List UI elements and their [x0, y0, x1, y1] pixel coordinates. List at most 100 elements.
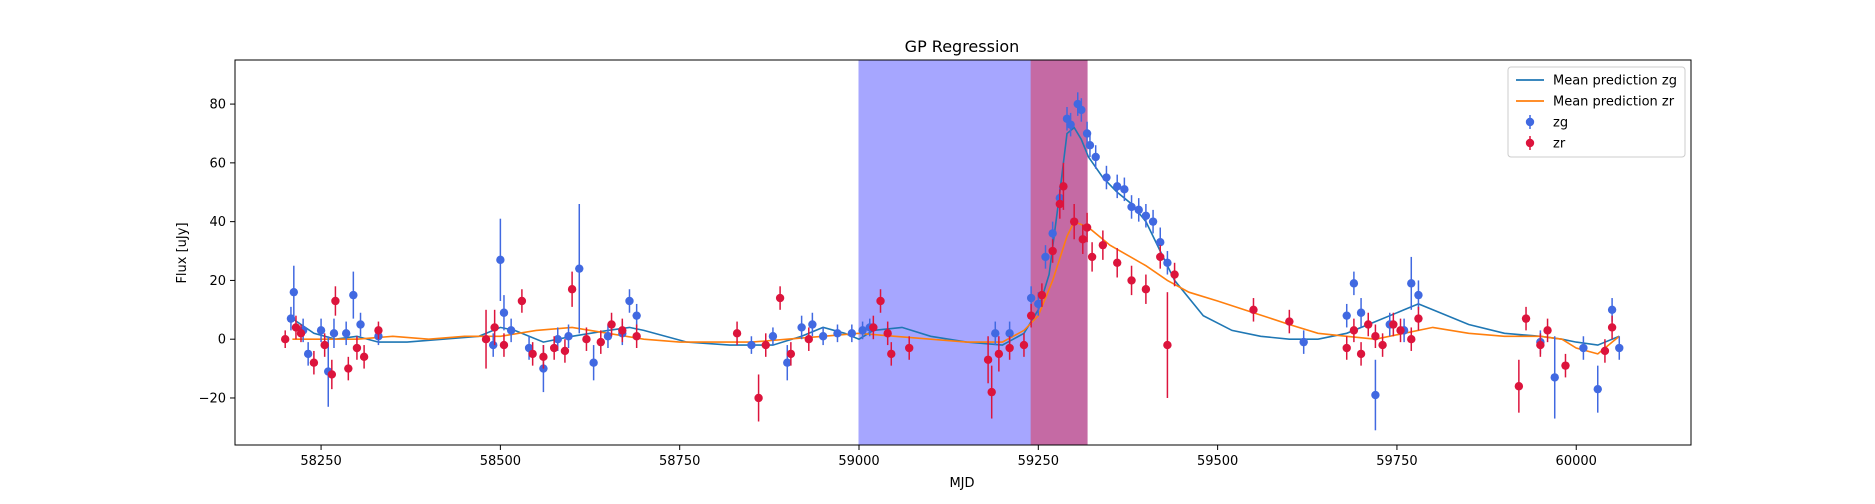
- point-zr-32: [869, 315, 878, 340]
- point-zr-2: [291, 315, 301, 340]
- point-zr-60: [1342, 336, 1351, 360]
- point-zr-17: [539, 345, 548, 369]
- point-zg-63: [1371, 359, 1380, 431]
- point-zr-61: [1349, 318, 1359, 343]
- point-zr-33: [876, 289, 885, 313]
- point-zr-44: [1048, 239, 1057, 263]
- point-zr-48: [1078, 224, 1087, 254]
- legend-entry-3: zg: [1525, 115, 1568, 131]
- point-zr-70: [1514, 359, 1524, 413]
- point-zr-56: [1163, 292, 1172, 398]
- point-zg-53: [1127, 195, 1136, 219]
- point-zg-33: [847, 324, 857, 343]
- point-zr-21: [582, 327, 591, 351]
- point-zr-54: [1141, 274, 1151, 304]
- point-zr-40: [1005, 336, 1014, 360]
- point-zg-4: [303, 342, 313, 366]
- point-zr-7: [331, 286, 340, 316]
- point-zr-37: [983, 336, 993, 384]
- point-zr-62: [1356, 342, 1366, 366]
- y-tick-label: 40: [209, 215, 226, 230]
- point-zg-49: [1091, 145, 1100, 169]
- point-zg-29: [797, 315, 806, 340]
- point-zr-68: [1407, 327, 1416, 351]
- point-zr-49: [1082, 212, 1092, 243]
- point-zr-4: [309, 350, 319, 375]
- point-zr-30: [786, 342, 796, 366]
- legend-entry-2: Mean prediction zr: [1516, 95, 1675, 110]
- point-zr-26: [732, 321, 742, 346]
- point-zg-46: [1077, 98, 1086, 122]
- legend-entry-4: zr: [1525, 136, 1566, 152]
- point-zr-8: [344, 356, 353, 381]
- point-zr-22: [596, 330, 605, 354]
- point-zr-31: [804, 327, 813, 351]
- point-zr-9: [352, 336, 362, 360]
- x-axis-label: MJD: [949, 476, 974, 491]
- y-axis-label: Flux [uJy]: [175, 222, 190, 283]
- point-zr-59: [1285, 309, 1294, 334]
- legend-entry-1: Mean prediction zg: [1516, 74, 1677, 89]
- point-zr-76: [1607, 315, 1617, 340]
- point-zr-13: [490, 309, 499, 346]
- x-tick-label: 59250: [1018, 454, 1059, 469]
- point-zr-19: [560, 339, 570, 363]
- point-zg-24: [625, 289, 634, 313]
- point-zr-35: [887, 342, 896, 366]
- legend-label: zg: [1553, 116, 1568, 131]
- point-zg-2: [289, 265, 299, 319]
- point-zg-13: [496, 218, 505, 301]
- point-zr-24: [618, 318, 627, 343]
- point-zg-22: [603, 324, 613, 349]
- point-zr-1: [281, 330, 290, 349]
- point-zg-54: [1134, 198, 1143, 222]
- x-tick-label: 60000: [1556, 454, 1597, 469]
- point-zr-46: [1059, 162, 1068, 210]
- point-zg-66: [1407, 256, 1416, 310]
- point-zg-56: [1148, 209, 1158, 234]
- point-zg-5: [316, 318, 326, 343]
- point-zr-57: [1170, 262, 1179, 287]
- point-zr-58: [1249, 298, 1258, 322]
- shaded-region-2: [1030, 59, 1088, 446]
- point-zg-55: [1141, 204, 1151, 228]
- legend-label: zr: [1553, 137, 1566, 152]
- x-ticks: 58250 58500 58750 59000 59250 59500 59750 60000: [300, 445, 1597, 469]
- point-zr-38: [987, 365, 996, 419]
- point-zg-34: [858, 321, 867, 340]
- point-zg-26: [747, 336, 756, 354]
- point-zg-47: [1082, 121, 1092, 146]
- y-tick-label: −20: [199, 391, 226, 406]
- point-zg-73: [1615, 336, 1624, 360]
- point-zg-32: [833, 324, 842, 343]
- point-zr-20: [567, 271, 577, 307]
- point-zr-6: [327, 359, 337, 390]
- point-zr-63: [1364, 312, 1373, 337]
- point-zg-25: [632, 303, 641, 328]
- point-zr-36: [905, 336, 914, 360]
- point-zr-71: [1521, 306, 1531, 331]
- point-zr-73: [1543, 318, 1552, 343]
- point-zr-72: [1536, 333, 1545, 357]
- point-zr-53: [1127, 265, 1136, 296]
- point-zr-55: [1156, 245, 1165, 269]
- y-tick-label: 80: [209, 98, 226, 113]
- point-zr-23: [607, 312, 616, 337]
- point-zg-71: [1593, 365, 1602, 413]
- point-zr-41: [1019, 333, 1029, 357]
- point-zg-67: [1414, 280, 1423, 310]
- point-zr-42: [1026, 303, 1036, 328]
- point-zr-16: [528, 342, 537, 366]
- point-zr-12: [481, 309, 491, 369]
- plot-frame: [234, 59, 1692, 446]
- point-zg-51: [1113, 174, 1122, 199]
- point-zr-51: [1098, 230, 1108, 260]
- point-zr-69: [1414, 306, 1423, 331]
- point-zg-19: [564, 324, 573, 349]
- data-points: [281, 92, 1624, 431]
- point-zr-75: [1600, 339, 1610, 363]
- point-zr-66: [1389, 312, 1398, 337]
- x-tick-label: 59750: [1376, 454, 1417, 469]
- point-zg-36: [991, 321, 1000, 346]
